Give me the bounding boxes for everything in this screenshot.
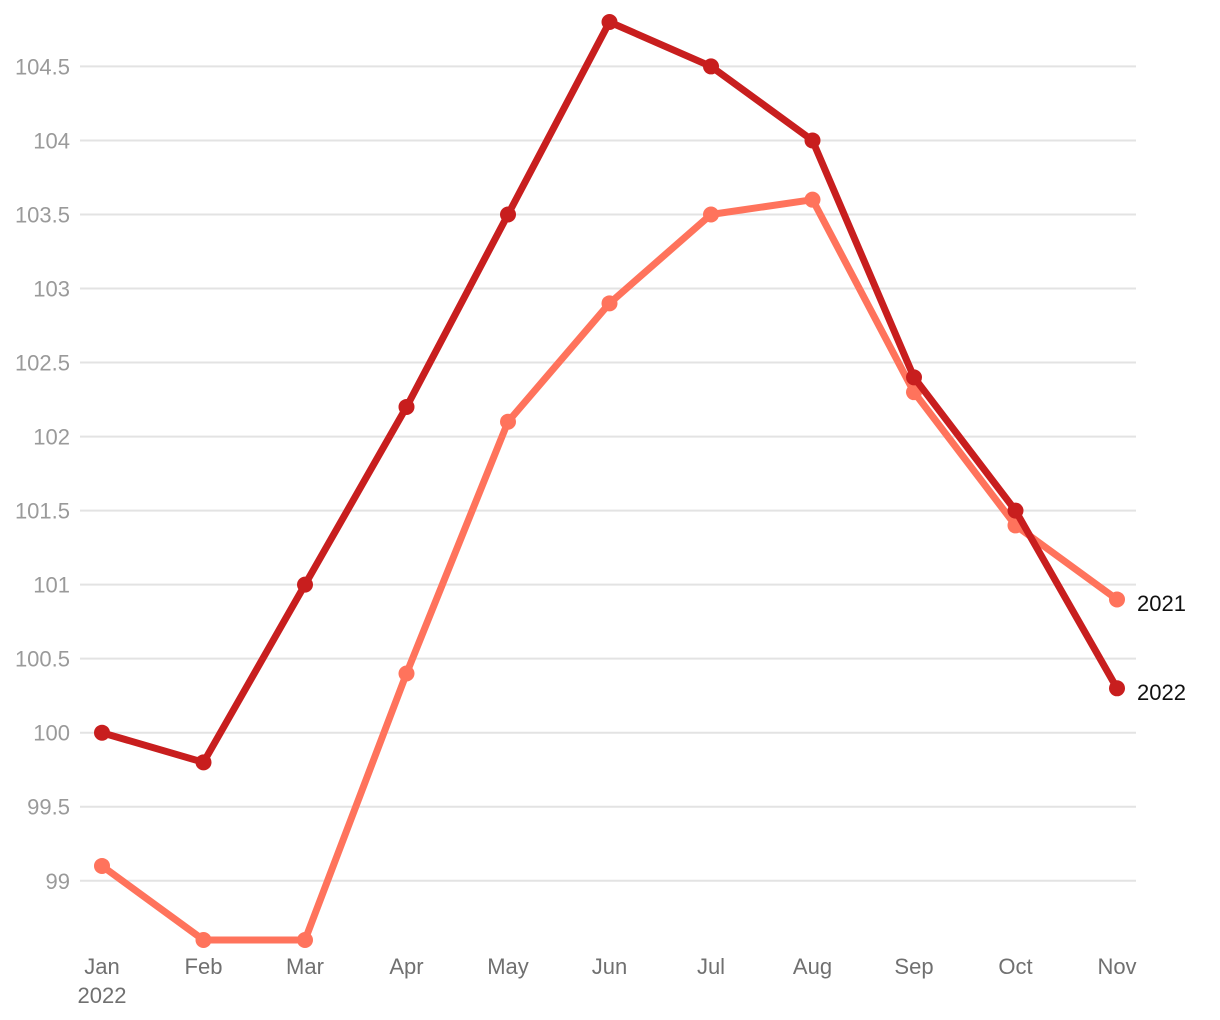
x-tick-label: Feb bbox=[185, 954, 223, 979]
y-tick-label: 103.5 bbox=[15, 202, 70, 227]
x-tick-label: Mar bbox=[286, 954, 324, 979]
y-tick-label: 101 bbox=[33, 573, 70, 598]
x-tick-label: Jun bbox=[592, 954, 627, 979]
y-tick-label: 100.5 bbox=[15, 647, 70, 672]
data-point bbox=[500, 413, 516, 430]
x-tick-label: Jan bbox=[84, 954, 119, 979]
series-line bbox=[98, 18, 1121, 766]
x-tick-label: May bbox=[487, 954, 529, 979]
y-tick-label: 102.5 bbox=[15, 351, 70, 376]
y-tick-label: 99 bbox=[46, 869, 70, 894]
data-point bbox=[804, 191, 821, 208]
data-point bbox=[94, 724, 110, 741]
data-point bbox=[297, 576, 313, 593]
data-point bbox=[398, 398, 415, 415]
y-tick-label: 99.5 bbox=[27, 795, 70, 820]
series-end-label: 2022 bbox=[1137, 680, 1186, 705]
data-point bbox=[195, 754, 212, 771]
y-tick-label: 104 bbox=[33, 128, 70, 153]
data-point bbox=[703, 58, 719, 75]
y-tick-label: 100 bbox=[33, 721, 70, 746]
data-point bbox=[195, 932, 212, 948]
data-point bbox=[1109, 680, 1125, 697]
data-point bbox=[1007, 502, 1024, 519]
data-point bbox=[297, 932, 313, 948]
data-point bbox=[398, 665, 415, 682]
series-group: 2021 2022 bbox=[94, 14, 1186, 948]
data-point bbox=[94, 857, 110, 874]
x-sublabel-year: 2022 bbox=[78, 983, 127, 1008]
x-tick-label: Nov bbox=[1097, 954, 1136, 979]
x-tick-label: Apr bbox=[389, 954, 423, 979]
data-point bbox=[601, 295, 618, 312]
data-point bbox=[601, 14, 618, 30]
data-point bbox=[500, 206, 516, 223]
x-axis-ticks: 2022 Jan Feb Mar Apr May Jun Jul Aug Sep Oct Nov bbox=[78, 954, 1137, 1008]
y-tick-label: 103 bbox=[33, 277, 70, 302]
y-axis-ticks: 99 99.5 100 100.5 101 101.5 102 102.5 103 103.5 10… bbox=[15, 54, 70, 893]
x-tick-label: Jul bbox=[697, 954, 725, 979]
data-point bbox=[906, 369, 922, 386]
y-tick-label: 104.5 bbox=[15, 54, 70, 79]
x-tick-label: Sep bbox=[894, 954, 933, 979]
x-tick-label: Aug bbox=[793, 954, 832, 979]
data-point bbox=[804, 132, 821, 149]
x-tick-label: Oct bbox=[998, 954, 1032, 979]
series-2022: 2022 bbox=[94, 14, 1186, 771]
gridlines bbox=[80, 65, 1136, 882]
data-point bbox=[703, 206, 719, 223]
y-tick-label: 102 bbox=[33, 425, 70, 450]
data-point bbox=[1109, 591, 1125, 608]
y-tick-label: 101.5 bbox=[15, 499, 70, 524]
series-2021: 2021 bbox=[94, 191, 1186, 948]
series-end-label: 2021 bbox=[1137, 591, 1186, 616]
